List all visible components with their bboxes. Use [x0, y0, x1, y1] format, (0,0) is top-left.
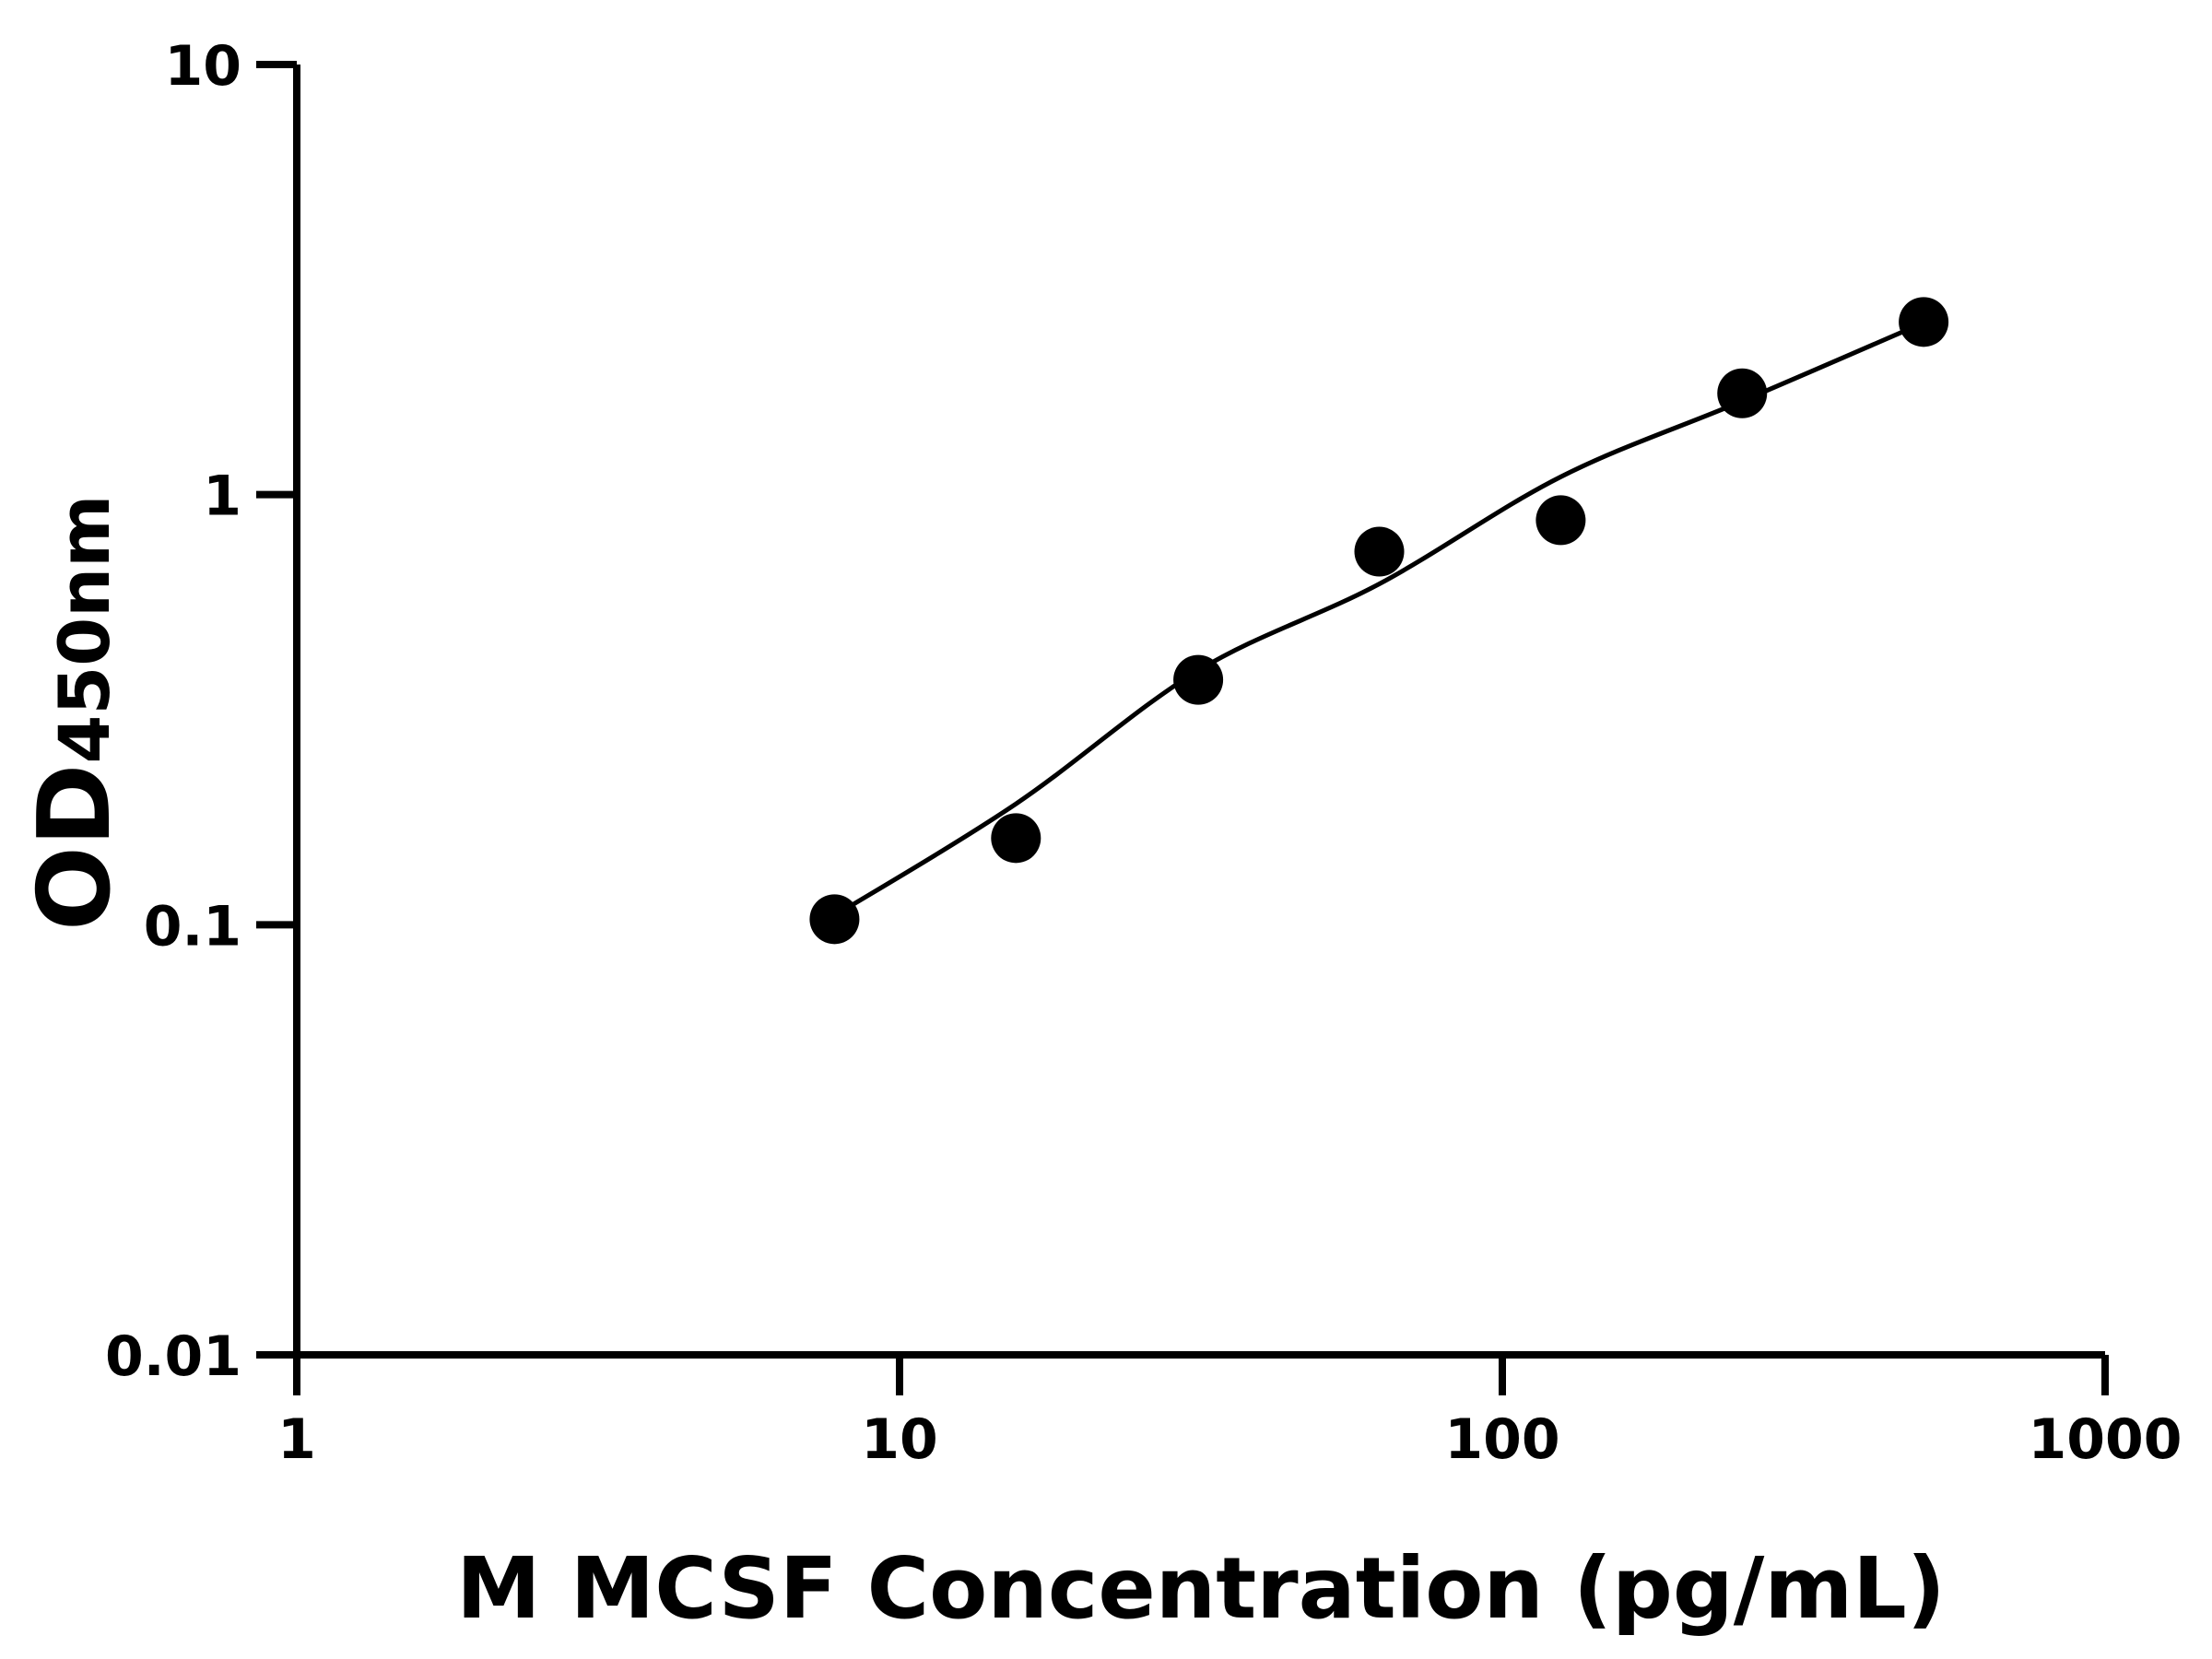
- y-tick-label: 0.1: [144, 894, 241, 959]
- x-axis-title: M MCSF Concentration (pg/mL): [456, 1539, 1946, 1638]
- y-axis-title: OD450nm: [18, 495, 133, 931]
- tick-labels: 1 10 100 1000 0.01 0.1 1 10: [105, 34, 2183, 1472]
- data-point: [1899, 297, 1949, 347]
- y-axis-title-main: OD: [18, 764, 133, 931]
- y-tick-label: 0.01: [105, 1324, 241, 1389]
- x-tick-label: 1: [277, 1407, 316, 1472]
- data-points: [809, 297, 1949, 945]
- data-point: [991, 813, 1041, 864]
- y-tick-label: 10: [165, 34, 242, 99]
- data-point: [809, 894, 860, 945]
- axes: [256, 61, 2109, 1395]
- data-point: [1354, 526, 1405, 577]
- data-point: [1173, 654, 1224, 705]
- data-point: [1535, 495, 1586, 546]
- y-tick-label: 1: [203, 465, 241, 529]
- x-tick-label: 10: [861, 1407, 938, 1472]
- x-tick-label: 100: [1444, 1407, 1559, 1472]
- data-point: [1717, 368, 1768, 418]
- x-tick-label: 1000: [2029, 1407, 2183, 1472]
- y-axis-title-subscript: 450nm: [43, 495, 125, 764]
